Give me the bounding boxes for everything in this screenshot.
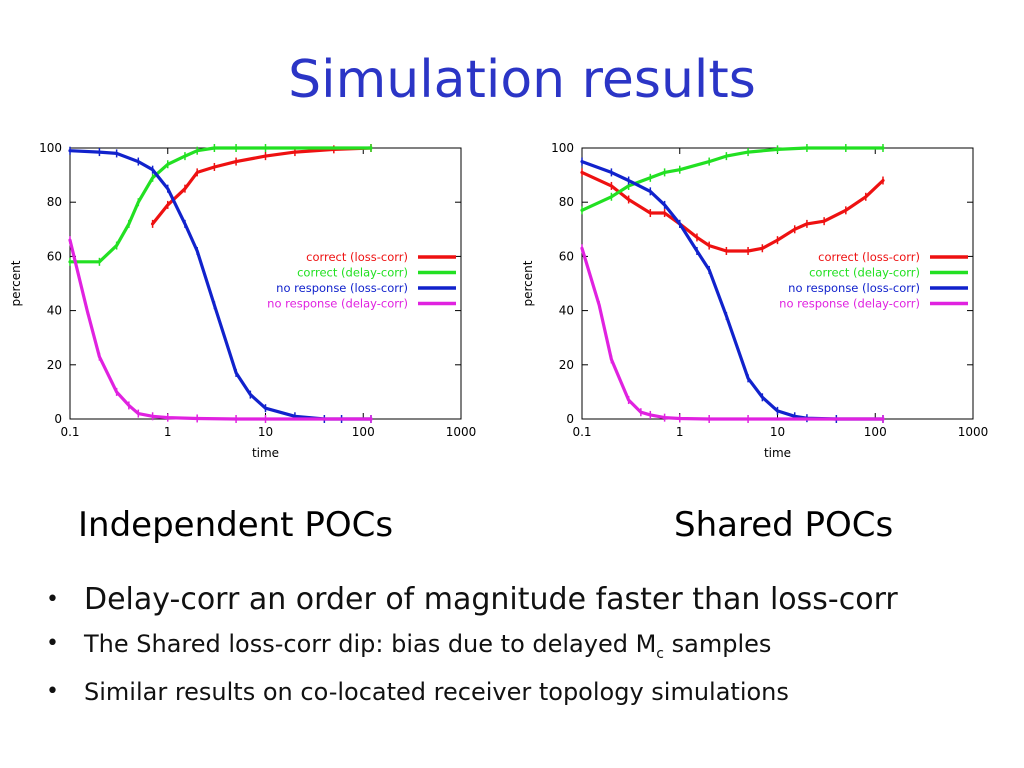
caption-independent-pocs: Independent POCs <box>78 505 394 545</box>
y-tick-label: 100 <box>39 141 62 155</box>
bullet-text: Delay-corr an order of magnitude faster … <box>84 582 898 617</box>
x-tick-label: 1 <box>164 425 172 439</box>
y-tick-label: 20 <box>559 358 574 372</box>
y-tick-label: 20 <box>47 358 62 372</box>
legend-label: no response (delay-corr) <box>779 297 920 311</box>
x-axis-label: time <box>252 446 279 460</box>
x-tick-label: 0.1 <box>572 425 591 439</box>
series-line <box>580 160 885 421</box>
caption-shared-pocs: Shared POCs <box>674 505 894 545</box>
bullet-item: • Similar results on co-located receiver… <box>46 674 898 710</box>
legend-label: correct (delay-corr) <box>297 266 408 280</box>
x-axis-label: time <box>764 446 791 460</box>
x-tick-label: 1000 <box>958 425 989 439</box>
chart-independent-pocs: 0 20 40 60 80 100 0.1 1 10 100 1000 time percent corr… <box>9 141 477 460</box>
series-line <box>68 238 373 421</box>
y-tick-label: 80 <box>47 195 62 209</box>
slide-title: Simulation results <box>288 50 756 110</box>
x-tick-label: 100 <box>352 425 375 439</box>
series-line <box>580 170 885 253</box>
legend-label: correct (delay-corr) <box>809 266 920 280</box>
y-tick-label: 0 <box>566 412 574 426</box>
legend-label: correct (loss-corr) <box>818 250 920 264</box>
y-tick-label: 0 <box>54 412 62 426</box>
y-tick-label: 40 <box>47 304 62 318</box>
y-tick-label: 40 <box>559 304 574 318</box>
legend-label: correct (loss-corr) <box>306 250 408 264</box>
legend-label: no response (loss-corr) <box>276 281 408 295</box>
bullet-subscript: c <box>656 645 664 662</box>
bullet-text: The Shared loss-corr dip: bias due to de… <box>84 630 657 658</box>
y-tick-label: 100 <box>551 141 574 155</box>
bullet-dot-icon: • <box>46 679 59 704</box>
x-tick-label: 0.1 <box>60 425 79 439</box>
y-tick-label: 60 <box>47 249 62 263</box>
bullet-text: Similar results on co-located receiver t… <box>84 678 789 706</box>
x-tick-label: 10 <box>258 425 273 439</box>
y-tick-label: 60 <box>559 249 574 263</box>
bullet-item: • The Shared loss-corr dip: bias due to … <box>46 626 898 674</box>
x-tick-label: 100 <box>864 425 887 439</box>
y-tick-label: 80 <box>559 195 574 209</box>
x-tick-label: 10 <box>770 425 785 439</box>
legend-label: no response (delay-corr) <box>267 297 408 311</box>
bullet-text-after: samples <box>664 630 772 658</box>
bullet-dot-icon: • <box>46 587 59 612</box>
bullet-dot-icon: • <box>46 631 59 656</box>
bullet-item: • Delay-corr an order of magnitude faste… <box>46 582 898 626</box>
y-axis-label: percent <box>521 260 535 306</box>
x-tick-label: 1 <box>676 425 684 439</box>
chart-shared-pocs: 0 20 40 60 80 100 0.1 1 10 100 1000 time percent corr… <box>521 141 989 460</box>
bullet-list: • Delay-corr an order of magnitude faste… <box>46 582 898 710</box>
x-tick-label: 1000 <box>446 425 477 439</box>
legend-label: no response (loss-corr) <box>788 281 920 295</box>
y-axis-label: percent <box>9 260 23 306</box>
series-line <box>151 146 373 226</box>
